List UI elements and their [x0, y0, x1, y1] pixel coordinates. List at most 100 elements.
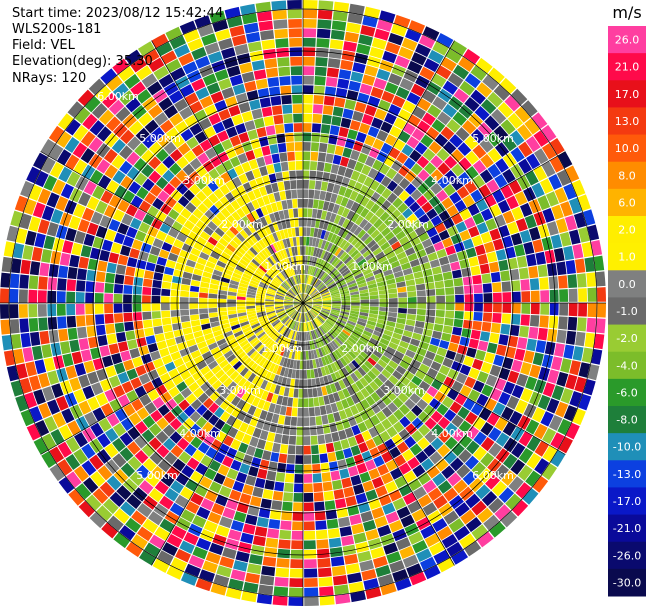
radar-cell [315, 416, 323, 426]
radar-cell [471, 524, 488, 540]
radar-cell [509, 268, 520, 281]
radar-cell [316, 425, 324, 435]
radar-cell [236, 306, 246, 310]
radar-cell [41, 157, 56, 174]
radar-cell [470, 402, 484, 416]
radar-cell [236, 364, 246, 374]
radar-cell [437, 416, 451, 430]
radar-cell [294, 275, 298, 285]
radar-cell [117, 222, 129, 235]
radar-cell [295, 296, 303, 303]
radar-cell [244, 345, 254, 354]
radar-cell [274, 304, 284, 306]
colorbar-tick-label: 6.0 [618, 196, 636, 209]
radar-cell [351, 300, 360, 303]
radar-cell [467, 203, 480, 216]
radar-cell [498, 259, 509, 271]
radar-cell [355, 255, 365, 264]
radar-cell [295, 296, 303, 303]
radar-cell [487, 148, 502, 163]
radar-cell [28, 216, 41, 232]
radar-cell [262, 401, 271, 412]
radar-cell [480, 361, 493, 374]
radar-cell [271, 105, 283, 116]
radar-cell [347, 13, 363, 25]
radar-cell [320, 290, 329, 295]
radar-cell [497, 199, 511, 214]
radar-cell [349, 404, 359, 416]
radar-cell [381, 333, 392, 342]
radar-cell [239, 367, 249, 377]
radar-cell [113, 293, 123, 303]
radar-cell [420, 134, 434, 148]
radar-cell [347, 336, 357, 345]
radar-cell [498, 334, 509, 346]
radar-cell [313, 299, 322, 302]
radar-cell [441, 533, 458, 549]
radar-cell [295, 275, 299, 284]
radar-cell [325, 264, 333, 273]
radar-cell [309, 256, 313, 266]
radar-cell [74, 362, 87, 377]
radar-cell [258, 507, 271, 519]
radar-cell [360, 196, 370, 207]
radar-cell [262, 175, 271, 186]
radar-cell [279, 366, 286, 377]
radar-cell [342, 147, 353, 158]
radar-cell [468, 256, 479, 267]
radar-cell [303, 464, 312, 474]
radar-cell [331, 271, 340, 279]
radar-cell [314, 318, 321, 326]
radar-cell [117, 394, 131, 408]
radar-cell [322, 251, 329, 261]
radar-cell [156, 444, 170, 458]
radar-cell [464, 217, 476, 229]
radar-cell [281, 283, 289, 290]
radar-cell [130, 217, 142, 230]
radar-cell [201, 173, 213, 185]
radar-cell [295, 265, 299, 275]
radar-cell [459, 336, 470, 347]
radar-cell [275, 292, 285, 297]
radar-cell [311, 123, 322, 133]
radar-cell [404, 195, 416, 207]
radar-cell [199, 529, 215, 542]
radar-cell [335, 337, 344, 346]
radar-cell [421, 89, 437, 104]
radar-cell [194, 262, 205, 271]
radar-cell [341, 305, 351, 308]
radar-cell [330, 402, 339, 413]
radar-cell [298, 341, 301, 351]
radar-cell [364, 327, 374, 334]
radar-cell [437, 176, 450, 189]
radar-cell [402, 449, 415, 462]
radar-cell [165, 127, 180, 141]
radar-cell [47, 290, 57, 303]
radar-cell [577, 317, 587, 332]
radar-cell [533, 211, 546, 226]
radar-cell [320, 311, 329, 316]
radar-cell [332, 304, 341, 307]
radar-cell [28, 184, 43, 201]
colorbar-tick-label: -2.0 [616, 332, 637, 345]
radar-cell [529, 278, 540, 291]
radar-cell [294, 464, 303, 474]
radar-cell [347, 246, 357, 256]
radar-cell [381, 264, 392, 272]
radar-cell [395, 365, 407, 375]
radar-cell [278, 453, 288, 464]
radar-cell [277, 290, 286, 295]
radar-cell [596, 287, 606, 302]
radar-cell [312, 473, 322, 483]
radar-cell [406, 313, 416, 321]
radar-cell [72, 142, 88, 159]
radar-cell [271, 393, 279, 404]
radar-cell [170, 444, 184, 458]
radar-cell [333, 361, 341, 371]
radar-cell [273, 211, 281, 222]
radar-cell [55, 196, 69, 212]
radar-cell [311, 277, 316, 286]
radar-cell [297, 265, 300, 275]
radar-cell [344, 99, 357, 110]
radar-cell [395, 380, 407, 392]
